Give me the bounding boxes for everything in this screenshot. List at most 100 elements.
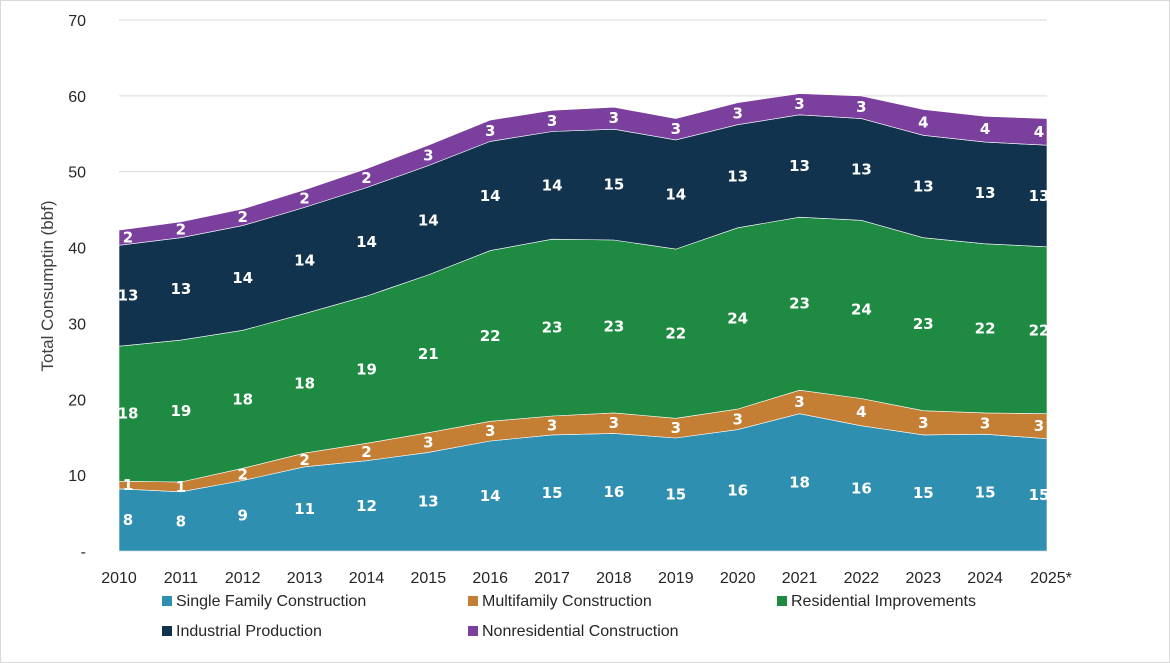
x-tick-label: 2019 (658, 570, 694, 587)
data-label: 19 (170, 402, 191, 420)
data-label: 8 (176, 512, 186, 530)
data-label: 16 (603, 483, 624, 501)
legend-entry: Multifamily Construction (482, 593, 652, 610)
x-tick-label: 2015 (411, 570, 447, 587)
data-label: 15 (603, 176, 624, 194)
data-label: 15 (665, 486, 686, 504)
x-tick-label: 2023 (906, 570, 942, 587)
data-label: 3 (485, 422, 495, 440)
data-label: 3 (732, 410, 742, 428)
data-label: 19 (356, 361, 377, 379)
data-label: 11 (294, 500, 315, 518)
data-label: 3 (732, 105, 742, 123)
y-tick-label: 20 (68, 392, 86, 409)
data-label: 13 (975, 184, 996, 202)
data-label: 2 (176, 221, 186, 239)
data-label: 18 (118, 405, 139, 423)
data-label: 3 (794, 393, 804, 411)
data-label: 13 (170, 280, 191, 298)
x-tick-label: 2022 (844, 570, 880, 587)
legend-entry: Residential Improvements (791, 593, 976, 610)
data-label: 3 (423, 146, 433, 164)
data-label: 18 (232, 390, 253, 408)
data-label: 23 (603, 318, 624, 336)
data-label: 3 (856, 98, 866, 116)
data-label: 14 (665, 186, 686, 204)
data-label: 13 (789, 157, 810, 175)
y-tick-label: 30 (68, 316, 86, 333)
legend: Single Family Construction Multifamily Co… (162, 593, 976, 640)
data-label: 16 (851, 479, 872, 497)
data-label: 4 (1034, 123, 1044, 141)
data-label: 22 (665, 325, 686, 343)
data-label: 3 (609, 109, 619, 127)
area-nonresidential-construction (118, 93, 1048, 246)
y-tick-label: 40 (68, 241, 86, 258)
legend-swatch (468, 596, 478, 606)
data-label: 3 (671, 419, 681, 437)
data-label: 1 (123, 476, 133, 494)
data-label: 13 (418, 493, 439, 511)
data-label: 3 (547, 112, 557, 130)
data-label: 15 (542, 484, 563, 502)
data-label: 3 (918, 414, 928, 432)
data-label: 1 (176, 478, 186, 496)
y-axis-label: Total Consumptin (bbf) (38, 200, 57, 371)
x-tick-label: 2016 (472, 570, 508, 587)
data-label: 3 (423, 434, 433, 452)
data-label: 9 (237, 507, 247, 525)
legend-entry: Single Family Construction (176, 593, 366, 610)
data-labels: 8 8 9 11 12 13 14 15 16 15 16 18 16 15 15 151 122 233 3 3 3 3… (118, 95, 1050, 530)
data-label: 22 (975, 319, 996, 337)
data-label: 4 (918, 113, 928, 131)
data-label: 14 (418, 211, 439, 229)
y-tick-label: - (81, 544, 86, 561)
data-label: 14 (480, 487, 501, 505)
data-label: 13 (727, 167, 748, 185)
y-tick-label: 70 (68, 13, 86, 30)
y-axis-ticks: - 10 20 30 40 50 60 70 (68, 13, 86, 561)
x-tick-label: 2013 (287, 570, 323, 587)
y-tick-label: 10 (68, 468, 86, 485)
data-label: 14 (294, 252, 315, 270)
data-label: 2 (299, 451, 309, 469)
data-label: 15 (975, 484, 996, 502)
x-tick-label: 2018 (596, 570, 632, 587)
legend-entry: Nonresidential Construction (482, 623, 679, 640)
data-label: 3 (671, 120, 681, 138)
data-label: 22 (1029, 321, 1050, 339)
x-tick-label: 2014 (349, 570, 385, 587)
y-tick-label: 50 (68, 165, 86, 182)
data-label: 13 (913, 178, 934, 196)
data-label: 2 (237, 465, 247, 483)
legend-swatch (468, 626, 478, 636)
data-label: 3 (609, 414, 619, 432)
data-label: 12 (356, 497, 377, 515)
data-label: 3 (794, 95, 804, 113)
data-label: 13 (1029, 187, 1050, 205)
data-label: 14 (542, 176, 563, 194)
data-label: 13 (851, 160, 872, 178)
data-label: 2 (299, 190, 309, 208)
data-label: 24 (851, 300, 872, 318)
y-tick-label: 60 (68, 89, 86, 106)
data-label: 14 (480, 187, 501, 205)
data-label: 15 (913, 484, 934, 502)
legend-entry: Industrial Production (176, 623, 322, 640)
area-series (118, 93, 1048, 552)
data-label: 2 (361, 443, 371, 461)
data-label: 3 (485, 122, 495, 140)
data-label: 18 (789, 473, 810, 491)
data-label: 14 (232, 269, 253, 287)
x-tick-label: 2020 (720, 570, 756, 587)
data-label: 8 (123, 511, 133, 529)
legend-swatch (162, 596, 172, 606)
data-label: 4 (980, 120, 990, 138)
data-label: 15 (1029, 486, 1050, 504)
x-tick-label: 2021 (782, 570, 818, 587)
data-label: 3 (547, 417, 557, 435)
x-tick-label: 2012 (225, 570, 261, 587)
x-axis-ticks: 2010 2011 2012 2013 2014 2015 2016 2017 2018 2019… (101, 570, 1072, 587)
data-label: 23 (913, 315, 934, 333)
